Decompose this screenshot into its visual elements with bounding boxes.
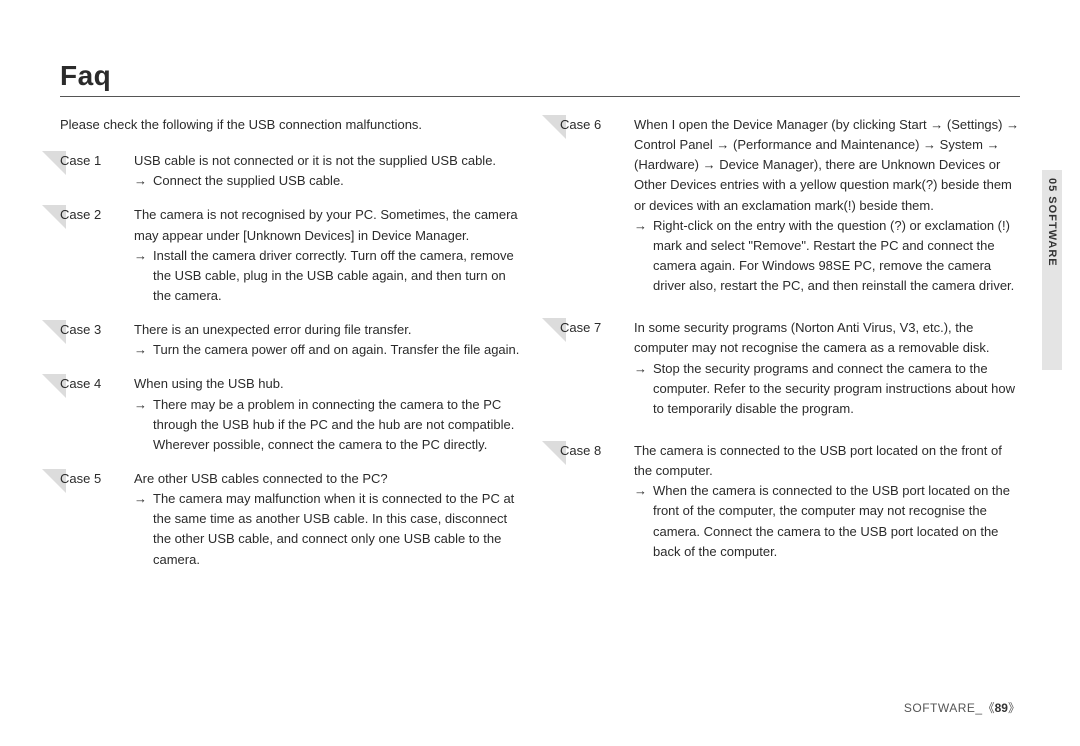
arrow-icon: → (134, 489, 147, 570)
case-6: Case 6 When I open the Device Manager (b… (560, 115, 1020, 296)
columns: Please check the following if the USB co… (60, 115, 1020, 584)
case-label: Case 6 (560, 117, 601, 132)
case-problem: Are other USB cables connected to the PC… (134, 469, 520, 489)
section-tab-label: 05 SOFTWARE (1046, 178, 1058, 267)
page-footer: SOFTWARE_《89》 (904, 699, 1020, 716)
case-solution: When the camera is connected to the USB … (653, 481, 1020, 562)
case-label: Case 5 (60, 471, 101, 486)
bracket-close-icon: 》 (1008, 701, 1020, 715)
case-problem: When using the USB hub. (134, 374, 520, 394)
case-3: Case 3 There is an unexpected error duri… (60, 320, 520, 360)
right-column: Case 6 When I open the Device Manager (b… (560, 115, 1020, 584)
case-8: Case 8 The camera is connected to the US… (560, 441, 1020, 562)
arrow-icon: → (134, 246, 147, 306)
arrow-icon: → (134, 340, 147, 360)
case-problem: The camera is connected to the USB port … (634, 441, 1020, 481)
case-4: Case 4 When using the USB hub. →There ma… (60, 374, 520, 455)
arrow-icon: → (634, 216, 647, 297)
footer-page-number: 89 (995, 701, 1008, 715)
intro-text: Please check the following if the USB co… (60, 115, 520, 135)
left-column: Please check the following if the USB co… (60, 115, 520, 584)
case-1: Case 1 USB cable is not connected or it … (60, 151, 520, 191)
footer-section: SOFTWARE_ (904, 701, 983, 715)
bracket-open-icon: 《 (983, 701, 995, 715)
case-solution: There may be a problem in connecting the… (153, 395, 520, 455)
case-solution: Stop the security programs and connect t… (653, 359, 1020, 419)
case-solution: The camera may malfunction when it is co… (153, 489, 520, 570)
case-solution: Install the camera driver correctly. Tur… (153, 246, 520, 306)
case-label: Case 8 (560, 443, 601, 458)
title-rule (60, 96, 1020, 97)
case-label: Case 1 (60, 153, 101, 168)
case-problem: When I open the Device Manager (by click… (634, 115, 1020, 216)
section-tab: 05 SOFTWARE (1042, 170, 1062, 370)
case-problem: The camera is not recognised by your PC.… (134, 205, 520, 245)
case-solution: Right-click on the entry with the questi… (653, 216, 1020, 297)
case-problem: There is an unexpected error during file… (134, 320, 520, 340)
case-7: Case 7 In some security programs (Norton… (560, 318, 1020, 419)
case-problem: In some security programs (Norton Anti V… (634, 318, 1020, 358)
case-label: Case 7 (560, 320, 601, 335)
case-2: Case 2 The camera is not recognised by y… (60, 205, 520, 306)
page-title: Faq (60, 60, 1020, 92)
arrow-icon: → (134, 171, 147, 191)
arrow-icon: → (134, 395, 147, 455)
case-solution: Turn the camera power off and on again. … (153, 340, 520, 360)
case-problem: USB cable is not connected or it is not … (134, 151, 520, 171)
case-5: Case 5 Are other USB cables connected to… (60, 469, 520, 570)
arrow-icon: → (634, 481, 647, 562)
arrow-icon: → (634, 359, 647, 419)
case-label: Case 3 (60, 322, 101, 337)
case-label: Case 2 (60, 207, 101, 222)
case-solution: Connect the supplied USB cable. (153, 171, 520, 191)
case-label: Case 4 (60, 376, 101, 391)
